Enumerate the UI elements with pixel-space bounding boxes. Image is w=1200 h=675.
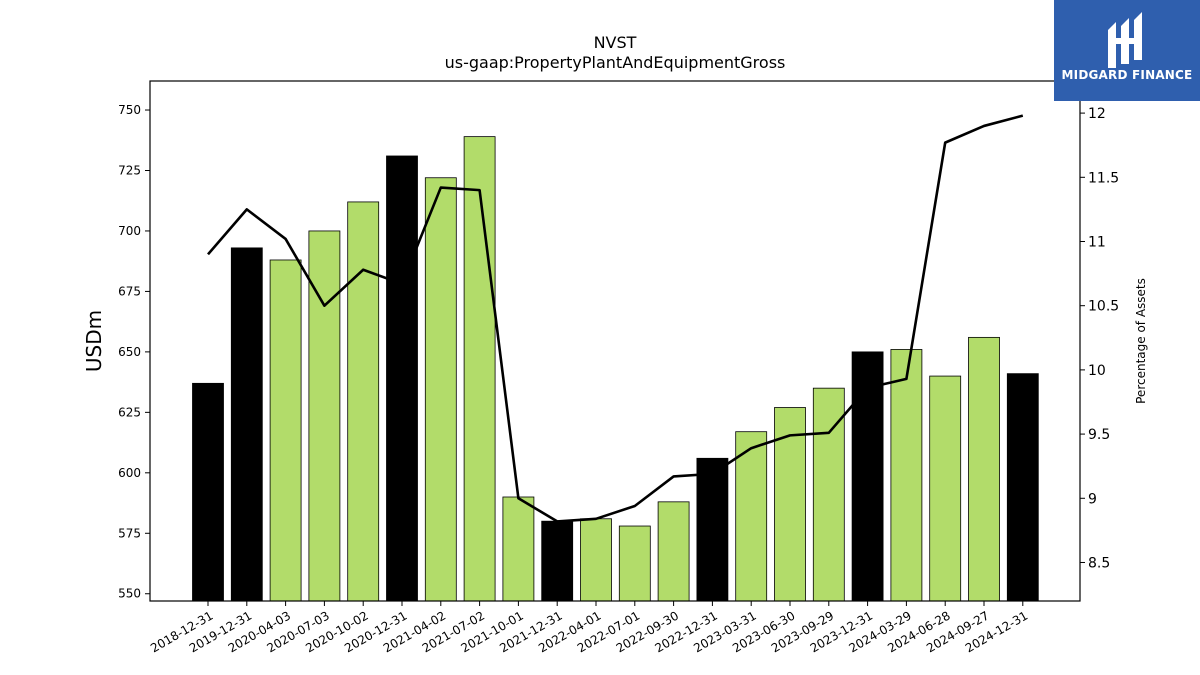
y-tick-label: 575 — [118, 526, 141, 540]
bar-2020-04-03 — [269, 259, 302, 602]
chart-subtitle: us-gaap:PropertyPlantAndEquipmentGross — [445, 53, 786, 72]
bar-group — [192, 136, 1039, 602]
y-tick-label: 725 — [118, 163, 141, 177]
y-axis-left: 550 575 600 625 650 675 700 725 750 — [118, 103, 150, 601]
bar-2024-12-31 — [1006, 373, 1039, 602]
y-axis-label: USDm — [82, 310, 106, 372]
bar-2022-07-01 — [618, 525, 651, 602]
y2-axis-label: Percentage of Assets — [1134, 278, 1148, 404]
bar-2024-03-29 — [890, 349, 923, 602]
bar-2018-12-31 — [192, 382, 224, 602]
bar-2024-09-27 — [968, 336, 1000, 602]
y-tick-label: 625 — [118, 405, 141, 419]
line-group — [207, 114, 1024, 523]
x-axis: 2018-12-312019-12-312020-04-032020-07-03… — [148, 601, 1030, 655]
y-tick-label: 750 — [118, 103, 141, 117]
y2-tick-label: 8.5 — [1088, 555, 1110, 571]
y2-tick-label: 9.5 — [1088, 427, 1110, 443]
chart-title: NVST — [594, 33, 637, 52]
y2-tick-label: 9 — [1088, 491, 1097, 507]
bar-2022-12-31 — [696, 457, 729, 602]
bar-2022-09-30 — [657, 501, 690, 602]
y2-tick-label: 11 — [1088, 234, 1106, 250]
bar-2021-10-01 — [502, 496, 535, 602]
bar-2021-12-31 — [541, 520, 574, 602]
y-axis-right: 8.5 9 9.5 10 10.5 11 11.5 12 — [1080, 106, 1119, 571]
pct-assets-line — [207, 114, 1024, 523]
plot-frame — [149, 80, 1081, 602]
y-tick-label: 700 — [118, 224, 141, 238]
bar-2023-12-31 — [851, 351, 884, 602]
midgard-finance-logo: MIDGARD FINANCE — [1054, 0, 1200, 101]
y-tick-label: 550 — [118, 587, 141, 601]
y2-tick-label: 11.5 — [1088, 170, 1119, 186]
logo-mark-icon — [1108, 12, 1142, 68]
bar-2019-12-31 — [230, 247, 263, 602]
y2-tick-label: 10.5 — [1088, 299, 1119, 315]
bar-2024-06-28 — [929, 375, 962, 602]
bar-2020-10-02 — [347, 201, 380, 602]
bar-2021-04-02 — [424, 177, 457, 602]
y-tick-label: 600 — [118, 466, 141, 480]
bar-2022-04-01 — [580, 518, 612, 602]
bar-2021-07-02 — [463, 136, 496, 602]
bar-2020-12-31 — [386, 155, 418, 602]
y2-tick-label: 12 — [1088, 106, 1106, 122]
y-tick-label: 675 — [118, 284, 141, 298]
bar-2023-09-29 — [812, 387, 845, 602]
y-tick-label: 650 — [118, 345, 141, 359]
logo-text: MIDGARD FINANCE — [1061, 68, 1193, 82]
bar-2023-03-31 — [735, 431, 768, 602]
y2-tick-label: 10 — [1088, 363, 1106, 379]
bar-2020-07-03 — [308, 230, 341, 602]
